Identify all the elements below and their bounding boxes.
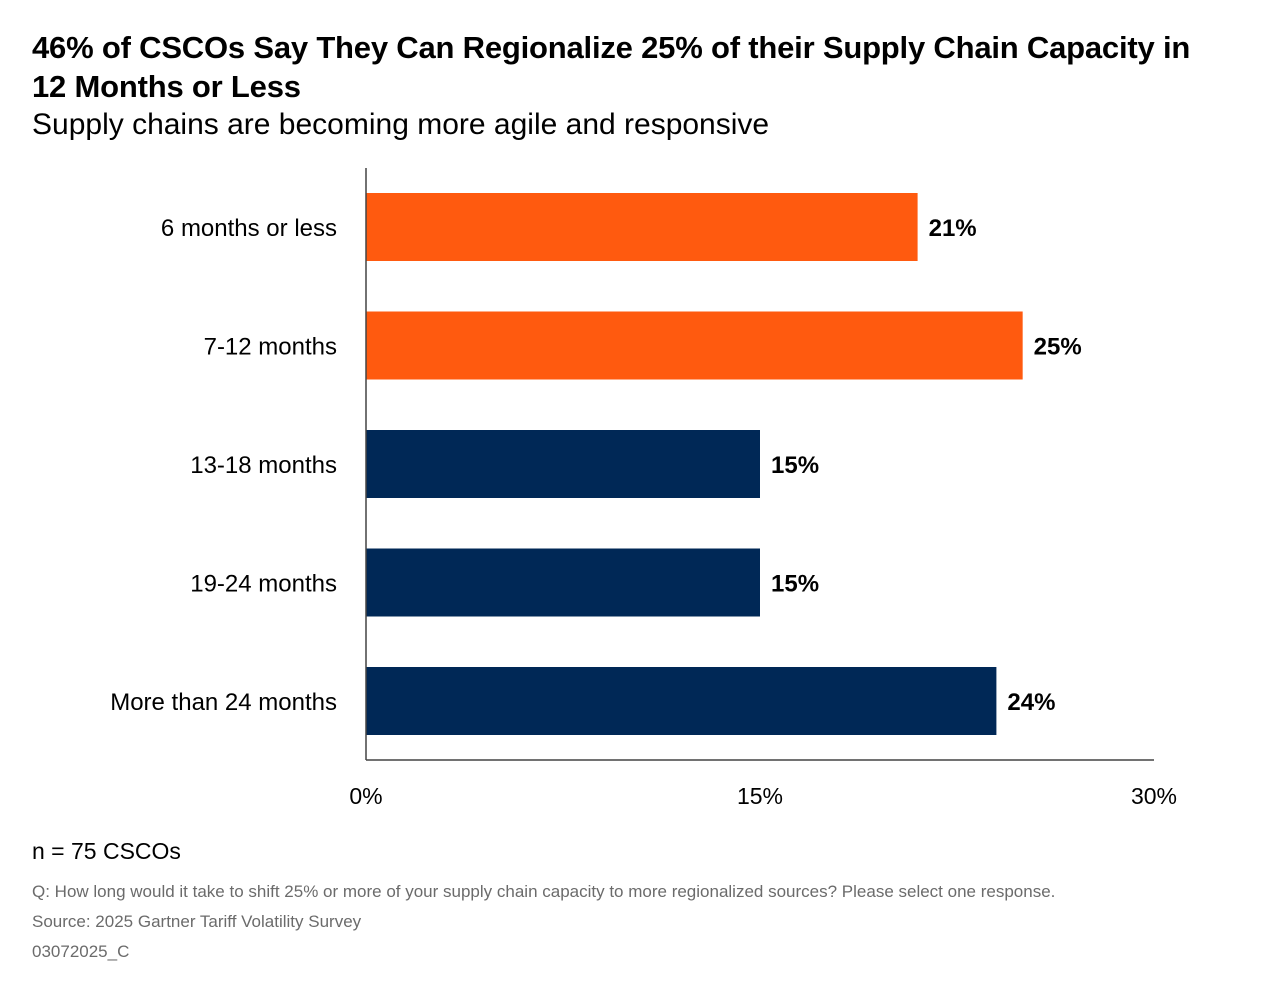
bar-3 [366, 430, 760, 498]
bar-5 [366, 667, 997, 735]
category-label: More than 24 months [110, 689, 337, 716]
category-label: 7-12 months [204, 334, 337, 361]
chart-title: 46% of CSCOs Say They Can Regionalize 25… [32, 30, 1191, 104]
bar-1 [366, 193, 918, 261]
sample-size-note: n = 75 CSCOs [32, 838, 181, 864]
data-label: 15% [771, 571, 819, 598]
chart-subtitle: Supply chains are becoming more agile an… [32, 108, 770, 141]
data-label: 15% [771, 452, 819, 479]
data-label: 25% [1034, 334, 1082, 361]
bar-4 [366, 548, 760, 617]
source-note: Source: 2025 Gartner Tariff Volatility S… [32, 912, 362, 931]
category-label: 6 months or less [161, 215, 337, 242]
category-label: 19-24 months [190, 571, 337, 598]
x-tick-label: 0% [349, 783, 382, 809]
x-tick-label: 15% [737, 783, 783, 809]
data-label: 24% [1007, 689, 1055, 716]
category-label: 13-18 months [190, 452, 337, 479]
survey-question: Q: How long would it take to shift 25% o… [32, 882, 1056, 901]
bar-2 [366, 311, 1023, 380]
data-label: 21% [929, 215, 977, 242]
figure-code: 03072025_C [32, 942, 130, 961]
x-tick-label: 30% [1131, 783, 1177, 809]
